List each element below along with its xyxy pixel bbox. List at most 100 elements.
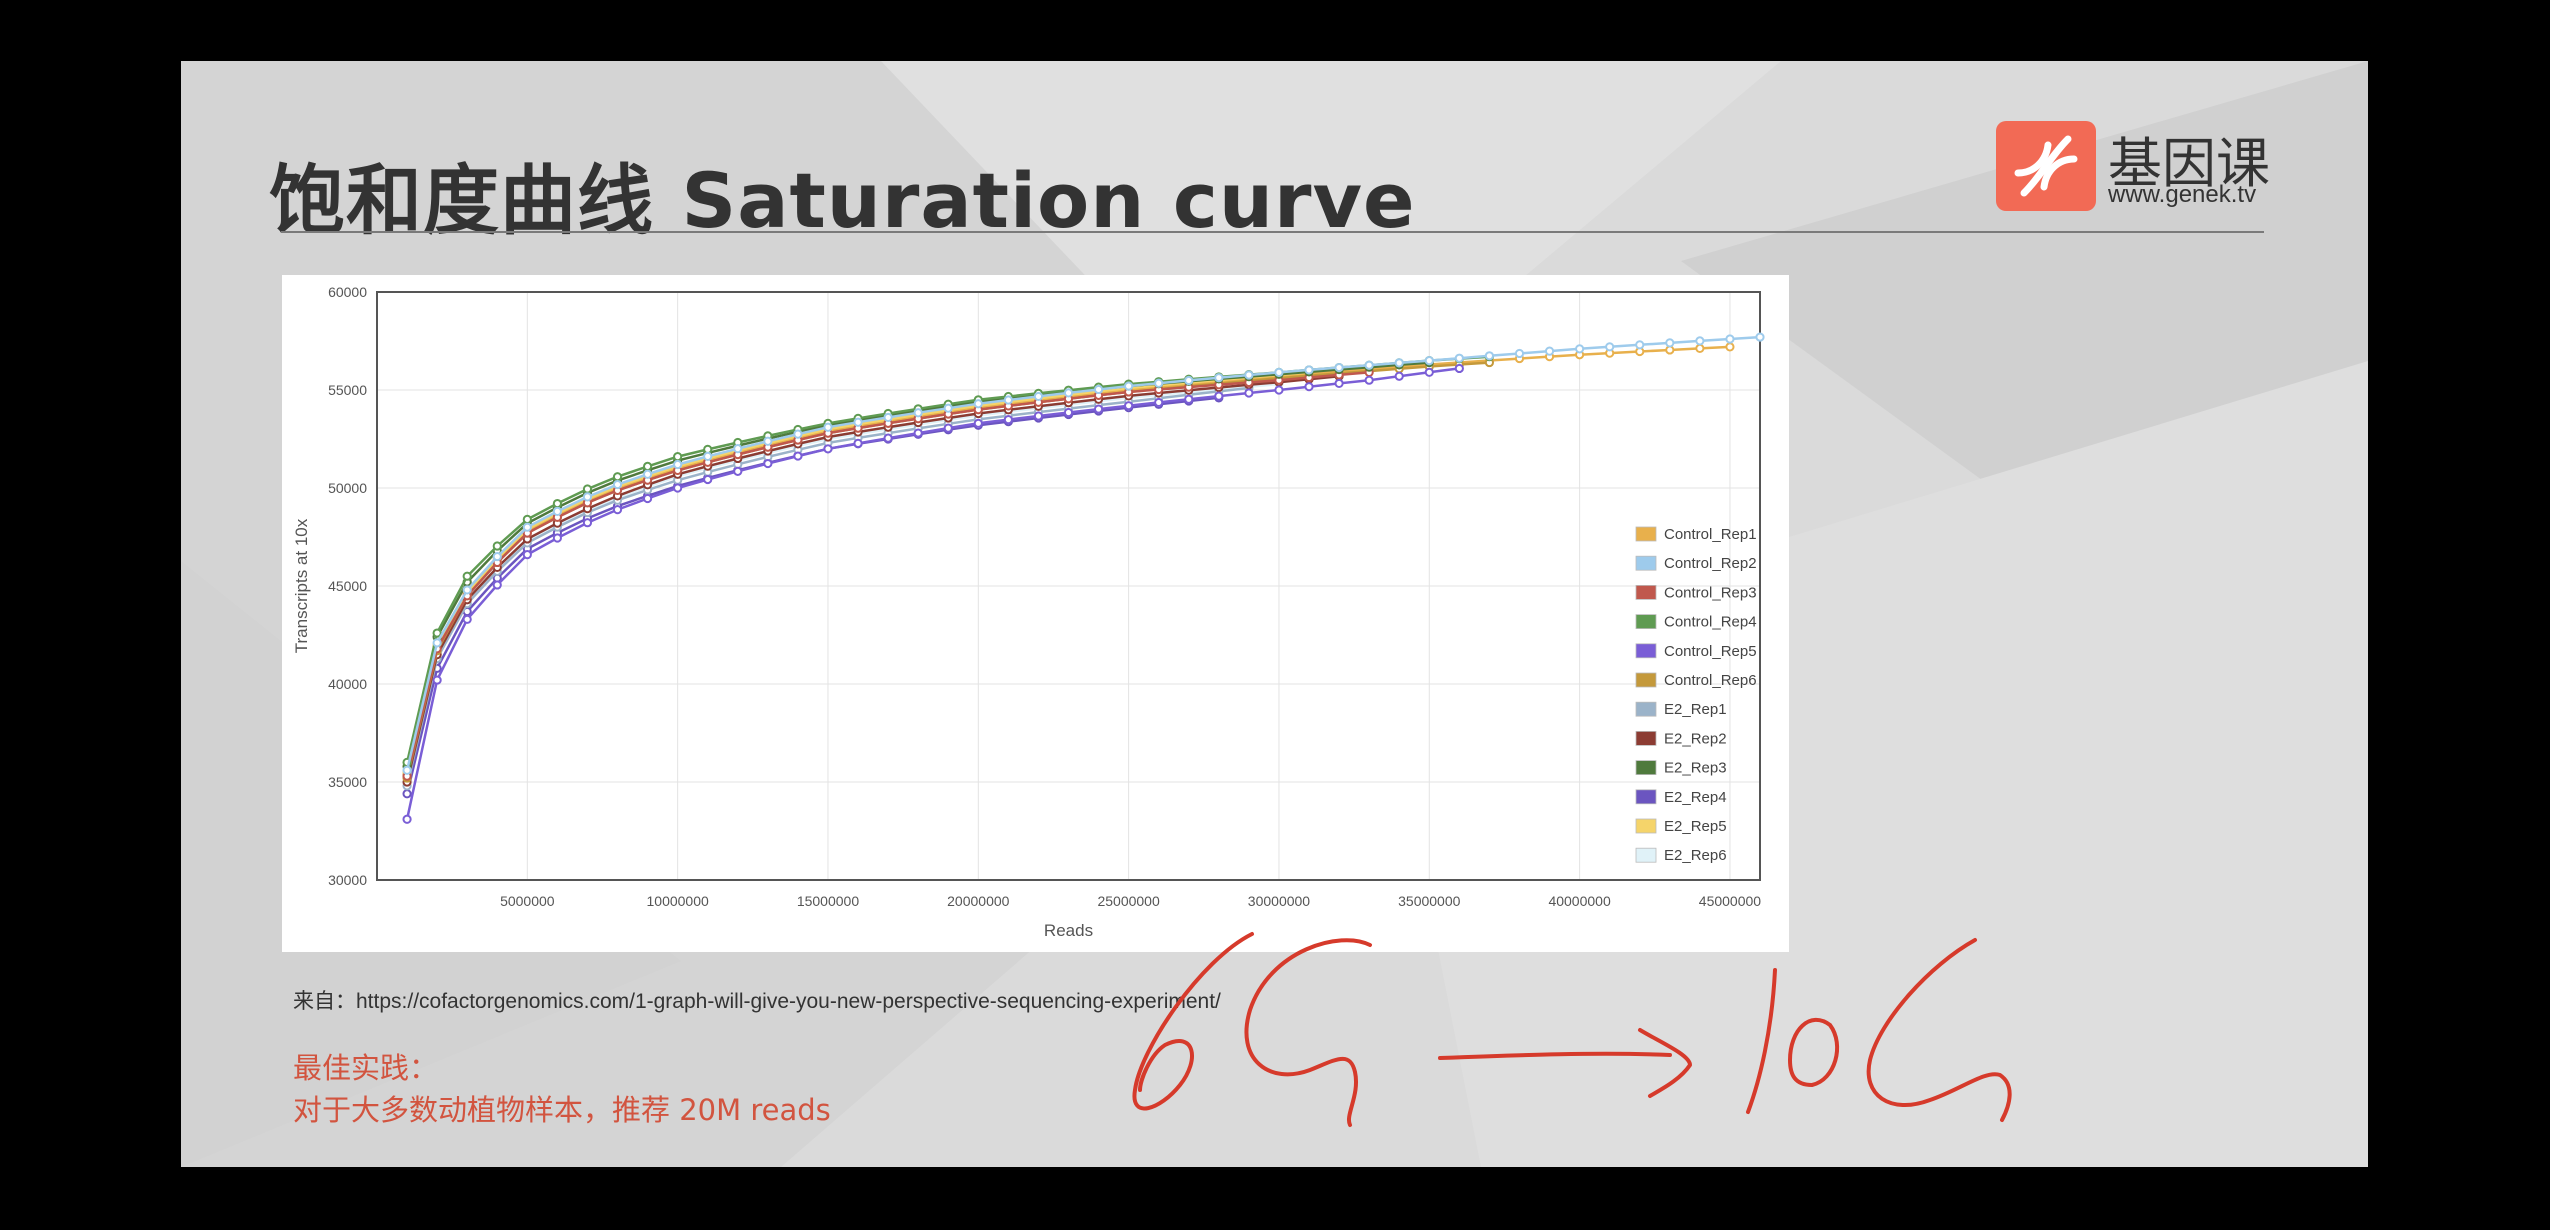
data-point	[642, 469, 653, 479]
data-point	[1424, 367, 1434, 377]
legend-label: E2_Rep6	[1664, 847, 1727, 864]
data-point	[1124, 381, 1134, 391]
legend-swatch	[1635, 847, 1657, 863]
data-point	[1695, 336, 1705, 346]
data-point	[462, 585, 472, 595]
data-point	[1454, 363, 1464, 374]
data-point	[1033, 391, 1044, 402]
data-point	[612, 505, 623, 515]
data-point	[1003, 415, 1013, 425]
y-tick-label: 30000	[328, 872, 367, 888]
legend-swatch	[1635, 584, 1657, 600]
y-tick-label: 60000	[328, 284, 367, 300]
data-point	[823, 444, 833, 454]
slide: 饱和度曲线 Saturation curve 基因课 www.genek.tv …	[181, 61, 2368, 1167]
legend-swatch	[1635, 730, 1657, 746]
data-point	[522, 514, 532, 524]
legend-swatch	[1635, 614, 1657, 630]
legend-label: Control_Rep3	[1664, 584, 1757, 601]
data-point	[432, 638, 442, 648]
plot-area-frame	[376, 291, 1761, 881]
data-point	[1575, 344, 1585, 354]
x-tick-label: 25000000	[1097, 893, 1160, 909]
data-point	[1154, 397, 1164, 408]
saturation-chart: 5000000 10000000 15000000 20000000 25000000 3…	[292, 284, 1765, 940]
data-point	[673, 459, 683, 470]
data-point	[552, 498, 562, 509]
x-tick-label: 30000000	[1248, 893, 1311, 909]
data-point	[1304, 382, 1314, 392]
legend-swatch	[1635, 818, 1657, 834]
data-point	[1424, 356, 1434, 366]
data-point	[1154, 378, 1164, 388]
x-axis-label: Reads	[1044, 921, 1093, 940]
data-point	[1605, 342, 1615, 352]
source-citation: 来自：https://cofactorgenomics.com/1-graph-…	[293, 990, 1221, 1013]
data-point	[582, 492, 593, 502]
data-point	[642, 461, 653, 472]
data-point	[1063, 407, 1074, 418]
series-Control_Rep2	[402, 332, 1765, 775]
data-point	[1033, 411, 1044, 421]
data-point	[612, 479, 623, 490]
data-point	[1725, 342, 1735, 352]
logo-name: 基因课	[2108, 132, 2270, 195]
data-point	[793, 451, 803, 461]
data-point	[1334, 378, 1344, 389]
data-point	[883, 433, 893, 443]
series-line	[405, 367, 1460, 820]
data-point	[1635, 340, 1645, 350]
series-line	[405, 382, 1280, 783]
data-point	[913, 408, 923, 418]
data-point	[703, 474, 713, 485]
x-tick-label: 40000000	[1548, 893, 1611, 909]
series-line	[405, 396, 1219, 795]
data-point	[883, 412, 893, 423]
data-point	[973, 399, 983, 409]
legend-label: Control_Rep1	[1664, 526, 1757, 543]
legend-swatch	[1635, 701, 1657, 717]
data-point	[492, 541, 502, 551]
legend-label: Control_Rep4	[1664, 614, 1757, 631]
data-point	[1093, 404, 1104, 414]
legend-swatch	[1635, 526, 1657, 542]
legend-label: Control_Rep5	[1664, 643, 1757, 660]
y-tick-label: 55000	[328, 382, 367, 398]
data-point	[432, 628, 442, 638]
data-point	[673, 452, 683, 462]
data-point	[1725, 334, 1735, 344]
data-point	[913, 428, 923, 438]
data-point	[1214, 373, 1224, 383]
data-point	[1334, 362, 1344, 373]
legend-label: E2_Rep5	[1664, 818, 1727, 835]
data-point	[1364, 375, 1374, 385]
legend-label: E2_Rep2	[1664, 730, 1727, 747]
data-point	[853, 417, 863, 427]
data-point	[943, 423, 953, 433]
data-point	[612, 472, 623, 482]
y-tick-label: 50000	[328, 480, 367, 496]
data-point	[673, 483, 683, 493]
genek-logo: 基因课 www.genek.tv	[1996, 119, 2276, 219]
legend-swatch	[1635, 672, 1657, 688]
data-point	[1304, 365, 1314, 375]
x-tick-label: 45000000	[1699, 893, 1762, 909]
data-point	[432, 675, 442, 685]
data-point	[1394, 358, 1404, 368]
data-point	[642, 493, 653, 504]
data-point	[943, 403, 953, 413]
data-point	[1394, 371, 1404, 381]
data-point	[582, 484, 593, 494]
legend-swatch	[1635, 643, 1657, 659]
data-point	[1063, 388, 1074, 398]
data-point	[402, 765, 412, 775]
legend-swatch	[1635, 555, 1657, 571]
legend-label: E2_Rep3	[1664, 760, 1727, 777]
data-point	[853, 438, 863, 448]
data-point	[1184, 375, 1194, 386]
legend-label: Control_Rep6	[1664, 672, 1757, 689]
legend-swatch	[1635, 760, 1657, 776]
legend-label: E2_Rep4	[1664, 789, 1727, 806]
data-point	[462, 571, 472, 581]
series-line	[405, 375, 1340, 783]
